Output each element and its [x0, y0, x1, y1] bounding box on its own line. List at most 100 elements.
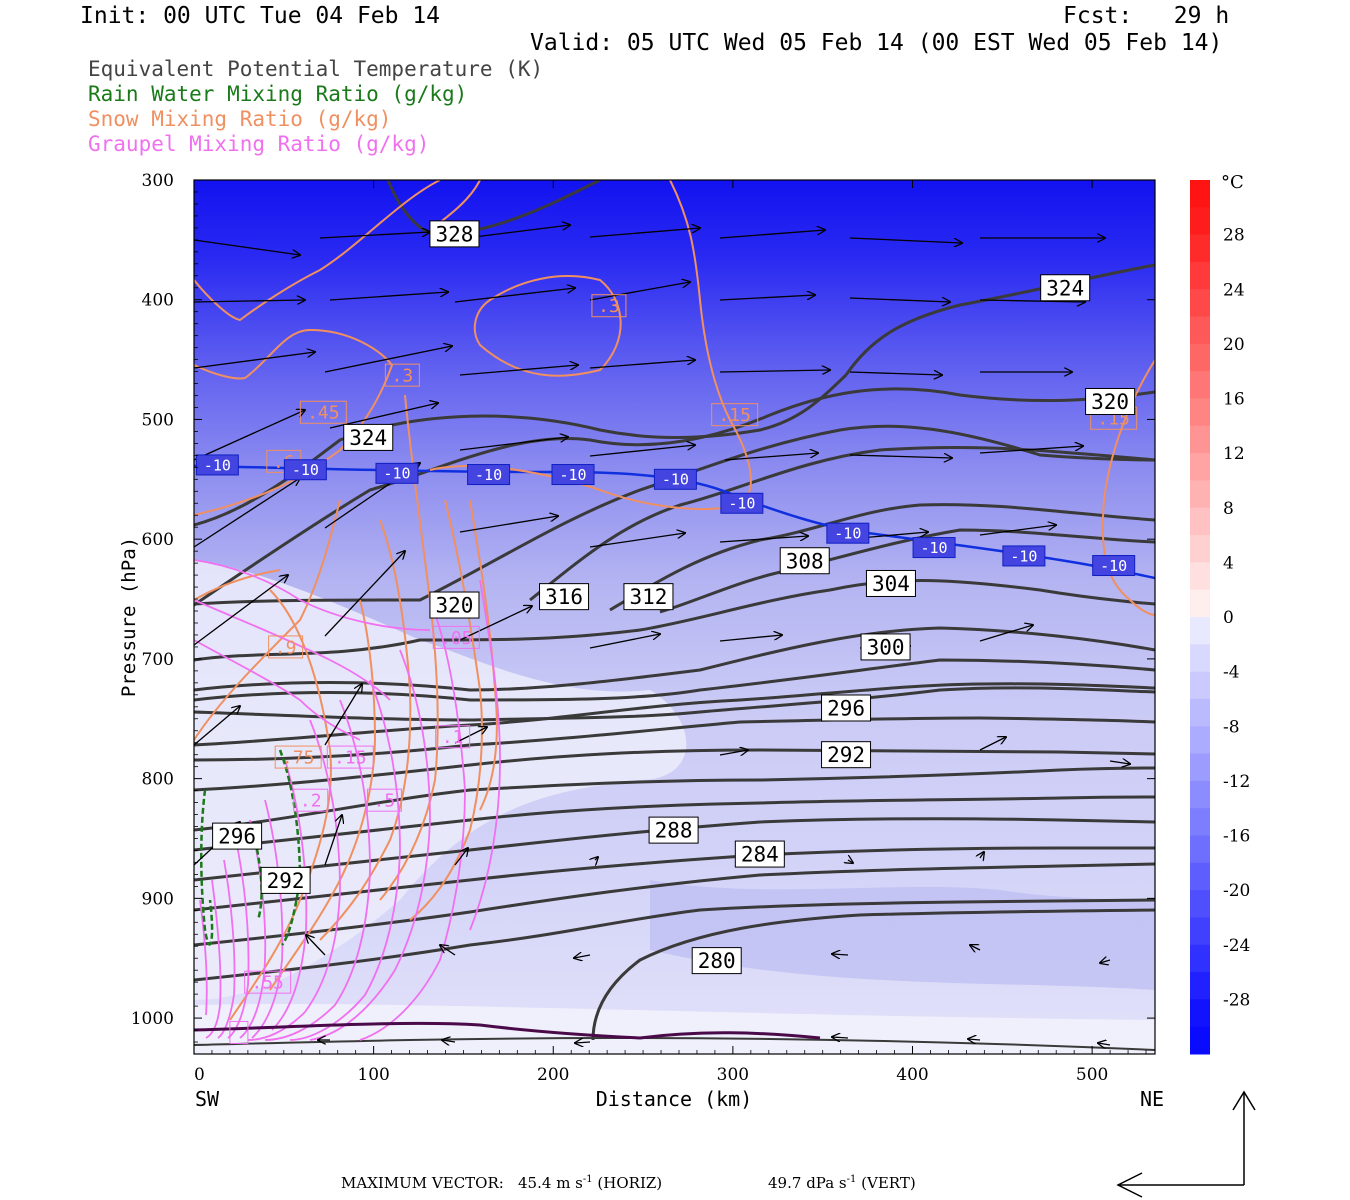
x-tick-label-5: 500 [1076, 1065, 1108, 1085]
horiz-unit: m s [556, 1174, 583, 1192]
graupel-contour-labels: .05 .1 .15 .2 .5 .55 [229, 625, 480, 1044]
legend-graupel: Graupel Mixing Ratio (g/kg) [88, 132, 430, 156]
temperature-label-1: -10 [292, 461, 319, 479]
snow-label-3: .15 [718, 405, 751, 426]
temperature-label-8: -10 [921, 539, 948, 557]
snow-label-box-3 [711, 403, 759, 427]
colorbar-segment-2 [1190, 234, 1210, 263]
colorbar-segment-17 [1190, 644, 1210, 673]
colorbar-segment-10 [1190, 453, 1210, 481]
plot-frame [193, 179, 1156, 1055]
theta-e-label-box-5 [539, 583, 590, 611]
theta-e-contours [194, 180, 1155, 1051]
theta-e-label-3: 320 [1091, 390, 1129, 414]
theta-e-label-10: 296 [827, 697, 865, 721]
temperature-label-box-1 [283, 459, 327, 481]
max-vector-label: MAXIMUM VECTOR: [341, 1174, 504, 1192]
init-time: Init: 00 UTC Tue 04 Feb 14 [80, 3, 441, 29]
y-tick-label-1: 400 [142, 291, 174, 311]
temperature-label-box-6 [720, 492, 764, 514]
theta-e-label-0: 328 [435, 222, 473, 246]
theta-e-label-5: 316 [545, 585, 583, 609]
snow-label-1: .3 [392, 366, 414, 387]
colorbar-tick-label-0: 28 [1223, 226, 1245, 246]
temperature-label-7: -10 [834, 525, 861, 543]
colorbar-segment-27 [1190, 917, 1210, 946]
colorbar-tick-label-3: 16 [1223, 390, 1245, 410]
theta-e-label-box-0 [429, 220, 480, 248]
theta-e-label-7: 308 [786, 549, 824, 573]
x-tick-label-1: 100 [357, 1065, 389, 1085]
theta-e-label-4: 320 [435, 594, 473, 618]
legend-theta-e: Equivalent Potential Temperature (K) [88, 57, 544, 81]
horiz-value: 45.4 [518, 1174, 552, 1192]
temperature-label-box-2 [375, 462, 419, 484]
theta-e-label-box-7 [779, 547, 830, 575]
y-tick-label-2: 500 [142, 410, 174, 430]
theta-e-label-13: 284 [741, 843, 779, 867]
graupel-label-box-0 [432, 625, 480, 649]
colorbar-tick-label-10: -12 [1223, 772, 1250, 792]
theta-e-label-box-15 [212, 822, 263, 850]
temperature-label-5: -10 [662, 471, 689, 489]
max-vertical-vector: 49.7 dPa s-1 (VERT) [768, 1174, 916, 1192]
colorbar-segment-15 [1190, 589, 1210, 618]
theta-e-label-6: 312 [629, 585, 667, 609]
x-tick-label-4: 400 [896, 1065, 928, 1085]
graupel-label-box-4 [366, 788, 402, 812]
colorbar-segment-24 [1190, 835, 1210, 864]
surface-boundary [194, 1021, 821, 1040]
reference-vector-icon [1116, 1090, 1256, 1198]
theta-e-label-box-16 [260, 866, 311, 894]
theta-e-label-box-4 [429, 591, 480, 619]
snow-label-7: .75 [282, 748, 315, 769]
theta-e-label-box-3 [1085, 387, 1136, 415]
colorbar-unit-label: °C [1221, 172, 1244, 193]
x-axis-label: Distance (km) [596, 1087, 753, 1111]
colorbar-segment-21 [1190, 753, 1210, 782]
colorbar-segment-30 [1190, 999, 1210, 1028]
graupel-label-1: .1 [442, 727, 464, 748]
colorbar-segment-18 [1190, 671, 1210, 700]
theta-e-label-11: 292 [827, 743, 865, 767]
colorbar-segment-0 [1190, 180, 1210, 208]
warm-region-lower-left [194, 560, 687, 1000]
temperature-label-6: -10 [728, 495, 755, 513]
snow-label-box-1 [384, 363, 420, 387]
temperature-label-box-9 [1002, 545, 1046, 567]
colorbar-segment-26 [1190, 890, 1210, 918]
temperature-label-box-10 [1092, 555, 1136, 577]
colorbar-segment-20 [1190, 726, 1210, 755]
temperature-label-box-3 [467, 464, 511, 486]
colorbar-segment-7 [1190, 371, 1210, 399]
colorbar-segment-11 [1190, 480, 1210, 509]
colorbar-segment-5 [1190, 316, 1210, 345]
temperature-label-3: -10 [475, 466, 502, 484]
temperature-label-9: -10 [1010, 547, 1037, 565]
y-tick-label-0: 300 [142, 171, 174, 191]
legend-rain-water: Rain Water Mixing Ratio (g/kg) [88, 82, 468, 106]
theta-e-label-8: 304 [872, 572, 910, 596]
vert-exp: -1 [846, 1174, 857, 1185]
colorbar-tick-label-2: 20 [1223, 335, 1245, 355]
horiz-exp: -1 [582, 1174, 593, 1185]
colorbar-segment-29 [1190, 972, 1210, 1000]
colorbar-tick-label-8: -4 [1223, 663, 1240, 683]
valid-time: Valid: 05 UTC Wed 05 Feb 14 (00 EST Wed … [530, 30, 1223, 56]
snow-label-6: .9 [275, 637, 297, 658]
theta-e-label-box-2 [343, 423, 394, 451]
x-tick-label-2: 200 [537, 1065, 569, 1085]
colorbar-segment-6 [1190, 343, 1210, 372]
temperature-label-10: -10 [1100, 557, 1127, 575]
temperature-label-box-5 [653, 468, 697, 490]
colorbar-segment-25 [1190, 862, 1210, 891]
colorbar-tick-label-13: -24 [1223, 936, 1250, 956]
y-tick-label-7: 1000 [131, 1009, 174, 1029]
x-axis: 0 100 200 300 400 500 [193, 180, 1147, 1085]
theta-e-label-box-10 [821, 694, 872, 722]
colorbar-tick-label-12: -20 [1223, 881, 1250, 901]
temperature-label-4: -10 [559, 466, 586, 484]
temperature-colorbar: 28 24 20 16 12 8 4 0 -4 -8 -12 -16 -20 -24 -28 [1190, 180, 1250, 1055]
legend-snow: Snow Mixing Ratio (g/kg) [88, 107, 392, 131]
y-axis: 300 400 500 600 700 800 900 1000 [131, 171, 1155, 1043]
